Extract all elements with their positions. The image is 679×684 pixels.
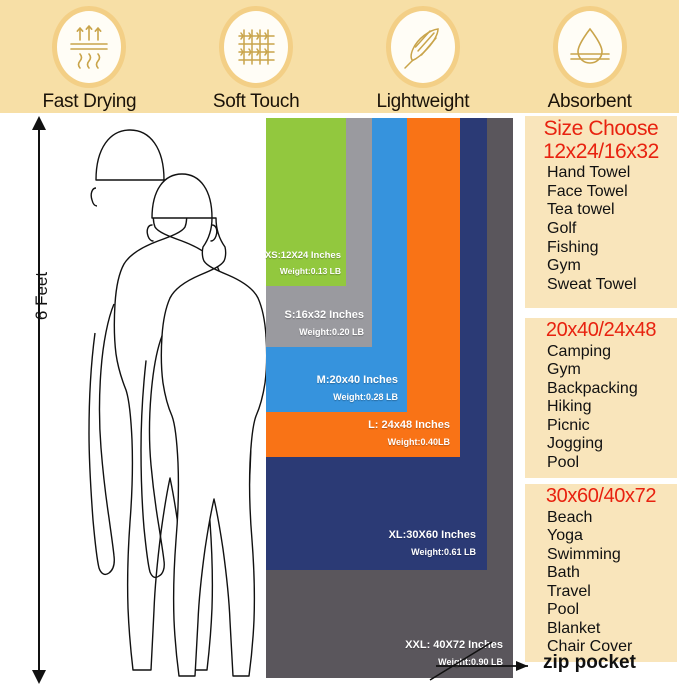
list-item: Blanket [547,619,601,637]
list-item: Chair Cover [547,638,633,656]
panel-group-1-heading: 12x24/16x32 [543,139,659,163]
arrow-up-icon [32,116,46,130]
panel-group-3-heading: 30x60/40x72 [545,485,657,507]
list-item: Bath [547,564,580,582]
adult-female-silhouette [151,173,268,677]
size-block-xs-weight: Weight:0.13 LB [279,266,341,276]
human-figures [58,118,280,678]
panel-group-1: Size Choose 12x24/16x32 Hand Towel Face … [525,116,677,308]
feature-label: Lightweight [376,91,470,112]
list-item: Backpacking [547,379,638,397]
soft-touch-weave-icon [219,6,294,88]
arrow-down-icon [32,670,46,684]
panel-title: Size Choose [543,117,659,140]
panel-group-3-list: Beach Yoga Swimming Bath Travel Pool Bla… [525,509,677,657]
list-item: Hand Towel [547,164,631,182]
water-drop-icon [552,6,627,88]
zip-pocket-callout: zip pocket [420,640,679,684]
size-block-m-weight: Weight:0.28 LB [333,392,398,402]
zip-pocket-label: zip pocket [543,652,636,673]
size-block-s-weight: Weight:0.20 LB [299,327,364,337]
panel-group-2-list: Camping Gym Backpacking Hiking Picnic Jo… [525,343,677,473]
list-item: Golf [547,219,577,237]
feature-fast-drying: Fast Drying [14,0,164,113]
list-item: Hiking [547,398,592,416]
feature-label: Soft Touch [212,91,300,112]
list-item: Pool [547,601,580,619]
size-block-xs-size: XS:12X24 Inches [264,250,341,261]
list-item: Swimming [547,545,621,563]
towel-size-blocks: XXL: 40X72 Inches Weight:0.90 LB XL:30X6… [264,118,514,678]
list-item: Pool [547,453,580,471]
scale-label: 6 Feet [32,271,51,321]
callout-arrow-icon [429,641,528,681]
list-item: Tea towel [547,201,615,219]
panel-group-1-list: Hand Towel Face Towel Tea towel Golf Fis… [525,164,677,294]
fast-drying-icon [52,6,127,88]
list-item: Travel [547,582,591,600]
size-block-xxl-weight: Weight:0.90 LB [438,657,503,667]
list-item: Jogging [547,435,604,453]
panel-group-3: 30x60/40x72 Beach Yoga Swimming Bath Tra… [525,484,677,662]
size-block-l-size: L: 24x48 Inches [368,419,450,431]
list-item: Fishing [547,238,599,256]
height-scale: 6 Feet [22,116,62,684]
feature-lightweight: Lightweight [348,0,498,113]
panel-group-2: 20x40/24x48 Camping Gym Backpacking Hiki… [525,318,677,478]
size-block-xl-size: XL:30X60 Inches [388,529,476,541]
size-block-xl-weight: Weight:0.61 LB [411,547,476,557]
list-item: Gym [547,257,581,275]
feather-icon [385,6,460,88]
list-item: Face Towel [547,182,628,200]
feature-label: Fast Drying [42,91,137,112]
size-block-xxl-size: XXL: 40X72 Inches [405,639,503,651]
list-item: Sweat Towel [547,275,637,293]
list-item: Yoga [547,527,583,545]
size-block-xs: XS:12X24 Inches Weight:0.13 LB [264,118,346,286]
panel-group-2-heading: 20x40/24x48 [545,319,657,341]
size-block-s-size: S:16x32 Inches [284,309,365,321]
size-block-l-weight: Weight:0.40LB [387,437,450,447]
size-choose-panels: Size Choose 12x24/16x32 Hand Towel Face … [525,116,677,684]
scale-line [38,124,40,676]
list-item: Picnic [547,416,590,434]
list-item: Beach [547,508,593,526]
feature-label: Absorbent [547,91,632,112]
feature-soft-touch: Soft Touch [181,0,331,113]
list-item: Camping [547,342,612,360]
feature-banner: Fast Drying Soft Touch [0,0,679,113]
size-block-m-size: M:20x40 Inches [316,374,398,386]
feature-absorbent: Absorbent [515,0,665,113]
list-item: Gym [547,361,581,379]
